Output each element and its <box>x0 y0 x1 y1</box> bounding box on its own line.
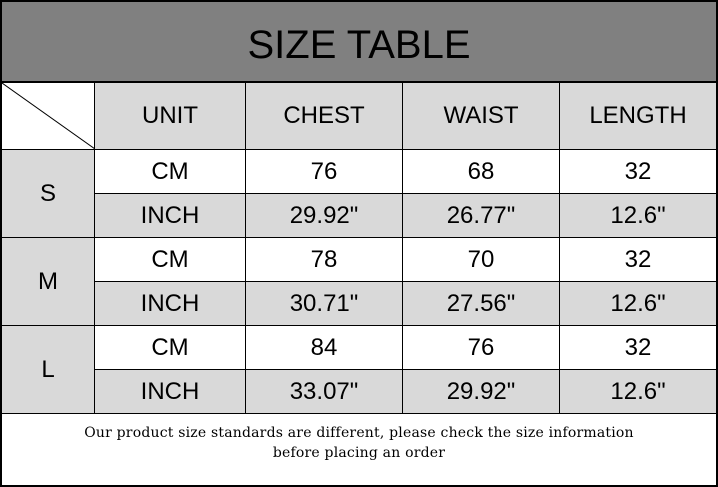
value-cell: 78 <box>246 238 403 282</box>
footer-line-1: Our product size standards are different… <box>84 425 634 441</box>
value-cell: 32 <box>560 238 718 282</box>
value-cell: 12.6" <box>560 194 718 238</box>
value-cell: 32 <box>560 150 718 194</box>
unit-cell: CM <box>95 150 246 194</box>
table-title: SIZE TABLE <box>0 0 718 83</box>
size-label: S <box>0 150 95 238</box>
value-cell: 68 <box>403 150 560 194</box>
unit-cell: CM <box>95 238 246 282</box>
corner-cell <box>0 83 95 150</box>
value-cell: 76 <box>403 326 560 370</box>
value-cell: 32 <box>560 326 718 370</box>
value-cell: 12.6" <box>560 370 718 414</box>
footer-line-2: before placing an order <box>272 445 446 461</box>
value-cell: 70 <box>403 238 560 282</box>
header-waist: WAIST <box>403 83 560 150</box>
header-length: LENGTH <box>560 83 718 150</box>
value-cell: 27.56" <box>403 282 560 326</box>
value-cell: 76 <box>246 150 403 194</box>
value-cell: 84 <box>246 326 403 370</box>
unit-cell: INCH <box>95 194 246 238</box>
unit-cell: INCH <box>95 370 246 414</box>
value-cell: 33.07" <box>246 370 403 414</box>
value-cell: 26.77" <box>403 194 560 238</box>
size-label: M <box>0 238 95 326</box>
value-cell: 12.6" <box>560 282 718 326</box>
diagonal-line <box>2 83 95 149</box>
size-label: L <box>0 326 95 414</box>
unit-cell: INCH <box>95 282 246 326</box>
value-cell: 29.92" <box>246 194 403 238</box>
footer-note: Our product size standards are different… <box>0 414 718 487</box>
value-cell: 29.92" <box>403 370 560 414</box>
header-chest: CHEST <box>246 83 403 150</box>
unit-cell: CM <box>95 326 246 370</box>
value-cell: 30.71" <box>246 282 403 326</box>
header-unit: UNIT <box>95 83 246 150</box>
